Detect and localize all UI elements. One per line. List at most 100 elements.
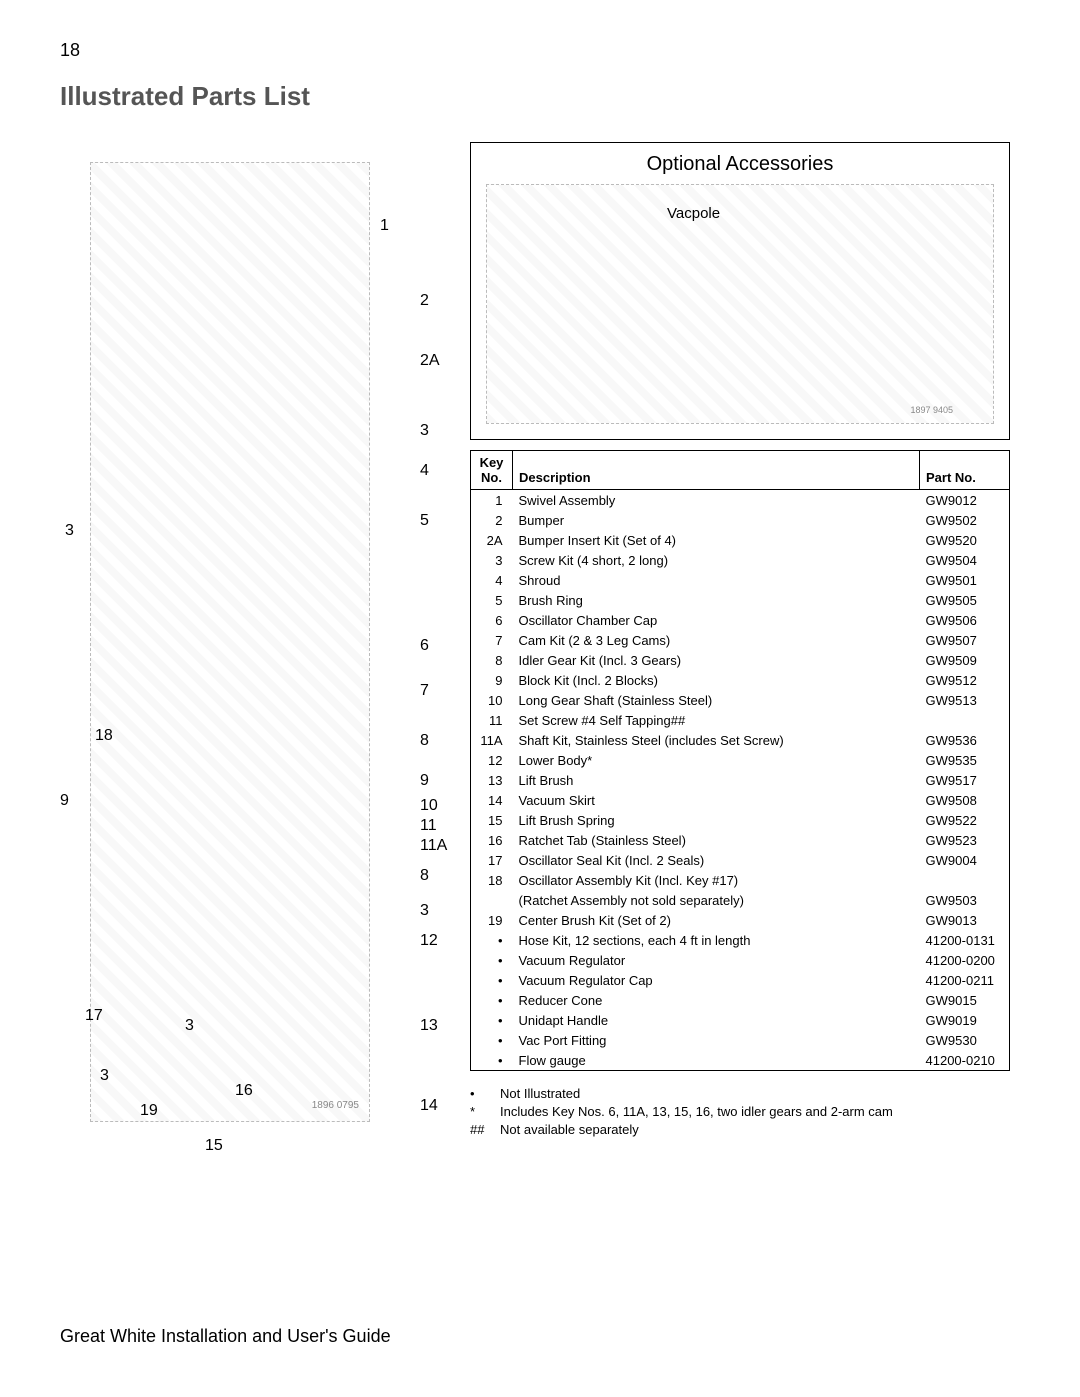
cell-part-no: GW9004 <box>920 850 1010 870</box>
cell-description: Center Brush Kit (Set of 2) <box>513 910 920 930</box>
table-row: •Unidapt HandleGW9019 <box>471 1010 1010 1030</box>
header-key-no: KeyNo. <box>471 451 513 490</box>
cell-part-no: GW9507 <box>920 630 1010 650</box>
cell-description: Oscillator Assembly Kit (Incl. Key #17) <box>513 870 920 890</box>
cell-key-no: 5 <box>471 590 513 610</box>
footnote-row: •Not Illustrated <box>470 1086 1010 1101</box>
table-row: 13Lift BrushGW9517 <box>471 770 1010 790</box>
table-row: 17Oscillator Seal Kit (Incl. 2 Seals)GW9… <box>471 850 1010 870</box>
cell-key-no: 8 <box>471 650 513 670</box>
cell-key-no: 3 <box>471 550 513 570</box>
cell-description: Shroud <box>513 570 920 590</box>
cell-key-no: 19 <box>471 910 513 930</box>
cell-key-no: 2A <box>471 530 513 550</box>
accessories-figure-ref: 1897 9405 <box>910 405 953 415</box>
cell-key-no: 4 <box>471 570 513 590</box>
cell-part-no: GW9015 <box>920 990 1010 1010</box>
cell-key-no: 7 <box>471 630 513 650</box>
callout-label: 3 <box>420 422 429 440</box>
table-row: 12Lower Body*GW9535 <box>471 750 1010 770</box>
callout-label: 7 <box>420 682 429 700</box>
cell-part-no: GW9530 <box>920 1030 1010 1050</box>
callout-label: 3 <box>185 1017 194 1035</box>
cell-key-no <box>471 890 513 910</box>
callout-label: 3 <box>100 1067 109 1085</box>
table-row: 15Lift Brush SpringGW9522 <box>471 810 1010 830</box>
table-row: •Vac Port FittingGW9530 <box>471 1030 1010 1050</box>
cell-description: Bumper Insert Kit (Set of 4) <box>513 530 920 550</box>
cell-key-no: 15 <box>471 810 513 830</box>
cell-key-no: 12 <box>471 750 513 770</box>
cell-description: Swivel Assembly <box>513 490 920 511</box>
cell-part-no: GW9019 <box>920 1010 1010 1030</box>
callout-label: 19 <box>140 1102 158 1120</box>
cell-part-no: GW9508 <box>920 790 1010 810</box>
cell-description: Hose Kit, 12 sections, each 4 ft in leng… <box>513 930 920 950</box>
cell-key-no: • <box>471 970 513 990</box>
footnote-text: Not available separately <box>500 1122 639 1137</box>
cell-description: Vacuum Regulator Cap <box>513 970 920 990</box>
exploded-diagram-placeholder: 1896 0795 <box>90 162 370 1122</box>
table-row: •Flow gauge41200-0210 <box>471 1050 1010 1071</box>
table-row: 14Vacuum SkirtGW9508 <box>471 790 1010 810</box>
cell-description: Flow gauge <box>513 1050 920 1071</box>
cell-part-no: GW9509 <box>920 650 1010 670</box>
cell-description: Vac Port Fitting <box>513 1030 920 1050</box>
cell-part-no: GW9517 <box>920 770 1010 790</box>
callout-label: 8 <box>420 732 429 750</box>
cell-part-no: GW9520 <box>920 530 1010 550</box>
cell-key-no: 11A <box>471 730 513 750</box>
cell-part-no: GW9012 <box>920 490 1010 511</box>
cell-key-no: • <box>471 1050 513 1071</box>
footnote-symbol: ## <box>470 1122 500 1137</box>
cell-part-no <box>920 870 1010 890</box>
table-row: 3Screw Kit (4 short, 2 long)GW9504 <box>471 550 1010 570</box>
callout-label: 8 <box>420 867 429 885</box>
table-row: 7Cam Kit (2 & 3 Leg Cams)GW9507 <box>471 630 1010 650</box>
content-area: 1896 0795 122A34536718899101111A83121731… <box>60 142 1020 1162</box>
cell-key-no: 1 <box>471 490 513 511</box>
cell-part-no: GW9503 <box>920 890 1010 910</box>
footnote-row: ##Not available separately <box>470 1122 1010 1137</box>
callout-label: 3 <box>65 522 74 540</box>
cell-part-no: GW9502 <box>920 510 1010 530</box>
parts-table-header: KeyNo. Description Part No. <box>471 451 1010 490</box>
table-row: 10Long Gear Shaft (Stainless Steel)GW951… <box>471 690 1010 710</box>
footnotes: •Not Illustrated*Includes Key Nos. 6, 11… <box>470 1086 1010 1137</box>
table-row: 9Block Kit (Incl. 2 Blocks)GW9512 <box>471 670 1010 690</box>
cell-part-no: 41200-0211 <box>920 970 1010 990</box>
cell-part-no: GW9506 <box>920 610 1010 630</box>
cell-description: Idler Gear Kit (Incl. 3 Gears) <box>513 650 920 670</box>
callout-label: 11 <box>420 817 437 835</box>
callout-label: 16 <box>235 1082 253 1100</box>
cell-description: Screw Kit (4 short, 2 long) <box>513 550 920 570</box>
cell-description: Long Gear Shaft (Stainless Steel) <box>513 690 920 710</box>
callout-label: 2 <box>420 292 429 310</box>
cell-key-no: 18 <box>471 870 513 890</box>
cell-description: Oscillator Chamber Cap <box>513 610 920 630</box>
cell-description: Unidapt Handle <box>513 1010 920 1030</box>
cell-key-no: 10 <box>471 690 513 710</box>
table-row: 19Center Brush Kit (Set of 2)GW9013 <box>471 910 1010 930</box>
cell-description: Lift Brush <box>513 770 920 790</box>
callout-label: 12 <box>420 932 438 950</box>
footer-text: Great White Installation and User's Guid… <box>60 1326 391 1347</box>
cell-part-no: GW9536 <box>920 730 1010 750</box>
cell-description: Cam Kit (2 & 3 Leg Cams) <box>513 630 920 650</box>
exploded-figure-ref: 1896 0795 <box>312 1100 359 1111</box>
table-row: (Ratchet Assembly not sold separately)GW… <box>471 890 1010 910</box>
footnote-text: Not Illustrated <box>500 1086 580 1101</box>
callout-label: 18 <box>95 727 113 745</box>
footnote-text: Includes Key Nos. 6, 11A, 13, 15, 16, tw… <box>500 1104 893 1119</box>
vacpole-label: Vacpole <box>667 205 720 222</box>
table-row: •Vacuum Regulator41200-0200 <box>471 950 1010 970</box>
cell-key-no: • <box>471 930 513 950</box>
table-row: 18Oscillator Assembly Kit (Incl. Key #17… <box>471 870 1010 890</box>
table-row: 8Idler Gear Kit (Incl. 3 Gears)GW9509 <box>471 650 1010 670</box>
callout-label: 5 <box>420 512 429 530</box>
callout-label: 3 <box>420 902 429 920</box>
table-row: 1Swivel AssemblyGW9012 <box>471 490 1010 511</box>
cell-part-no: GW9512 <box>920 670 1010 690</box>
callout-label: 4 <box>420 462 429 480</box>
callout-label: 1 <box>380 217 389 235</box>
